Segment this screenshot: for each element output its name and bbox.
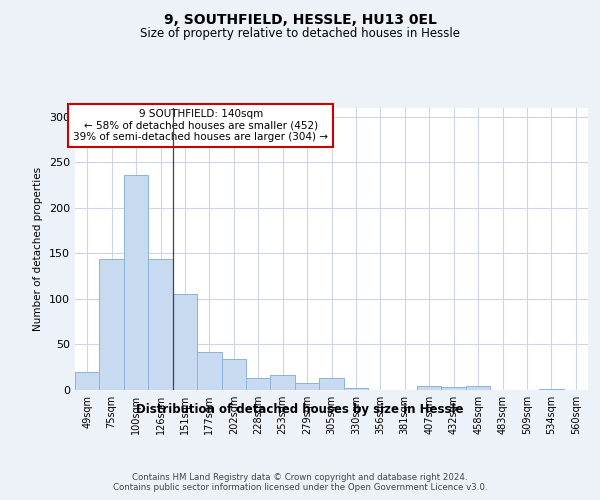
Bar [442,388,466,390]
Bar [344,388,368,390]
Bar [148,259,173,390]
Bar [295,382,319,390]
Bar [173,294,197,390]
Bar [539,389,563,390]
Bar [100,259,124,390]
Text: 9 SOUTHFIELD: 140sqm
← 58% of detached houses are smaller (452)
39% of semi-deta: 9 SOUTHFIELD: 140sqm ← 58% of detached h… [73,109,328,142]
Y-axis label: Number of detached properties: Number of detached properties [34,166,43,331]
Text: Contains HM Land Registry data © Crown copyright and database right 2024.
Contai: Contains HM Land Registry data © Crown c… [113,473,487,492]
Bar [221,359,246,390]
Bar [124,175,148,390]
Text: Size of property relative to detached houses in Hessle: Size of property relative to detached ho… [140,28,460,40]
Bar [271,376,295,390]
Bar [75,372,100,390]
Bar [417,386,442,390]
Bar [466,386,490,390]
Text: 9, SOUTHFIELD, HESSLE, HU13 0EL: 9, SOUTHFIELD, HESSLE, HU13 0EL [164,12,436,26]
Bar [246,378,271,390]
Bar [319,378,344,390]
Bar [197,352,221,390]
Text: Distribution of detached houses by size in Hessle: Distribution of detached houses by size … [136,402,464,415]
